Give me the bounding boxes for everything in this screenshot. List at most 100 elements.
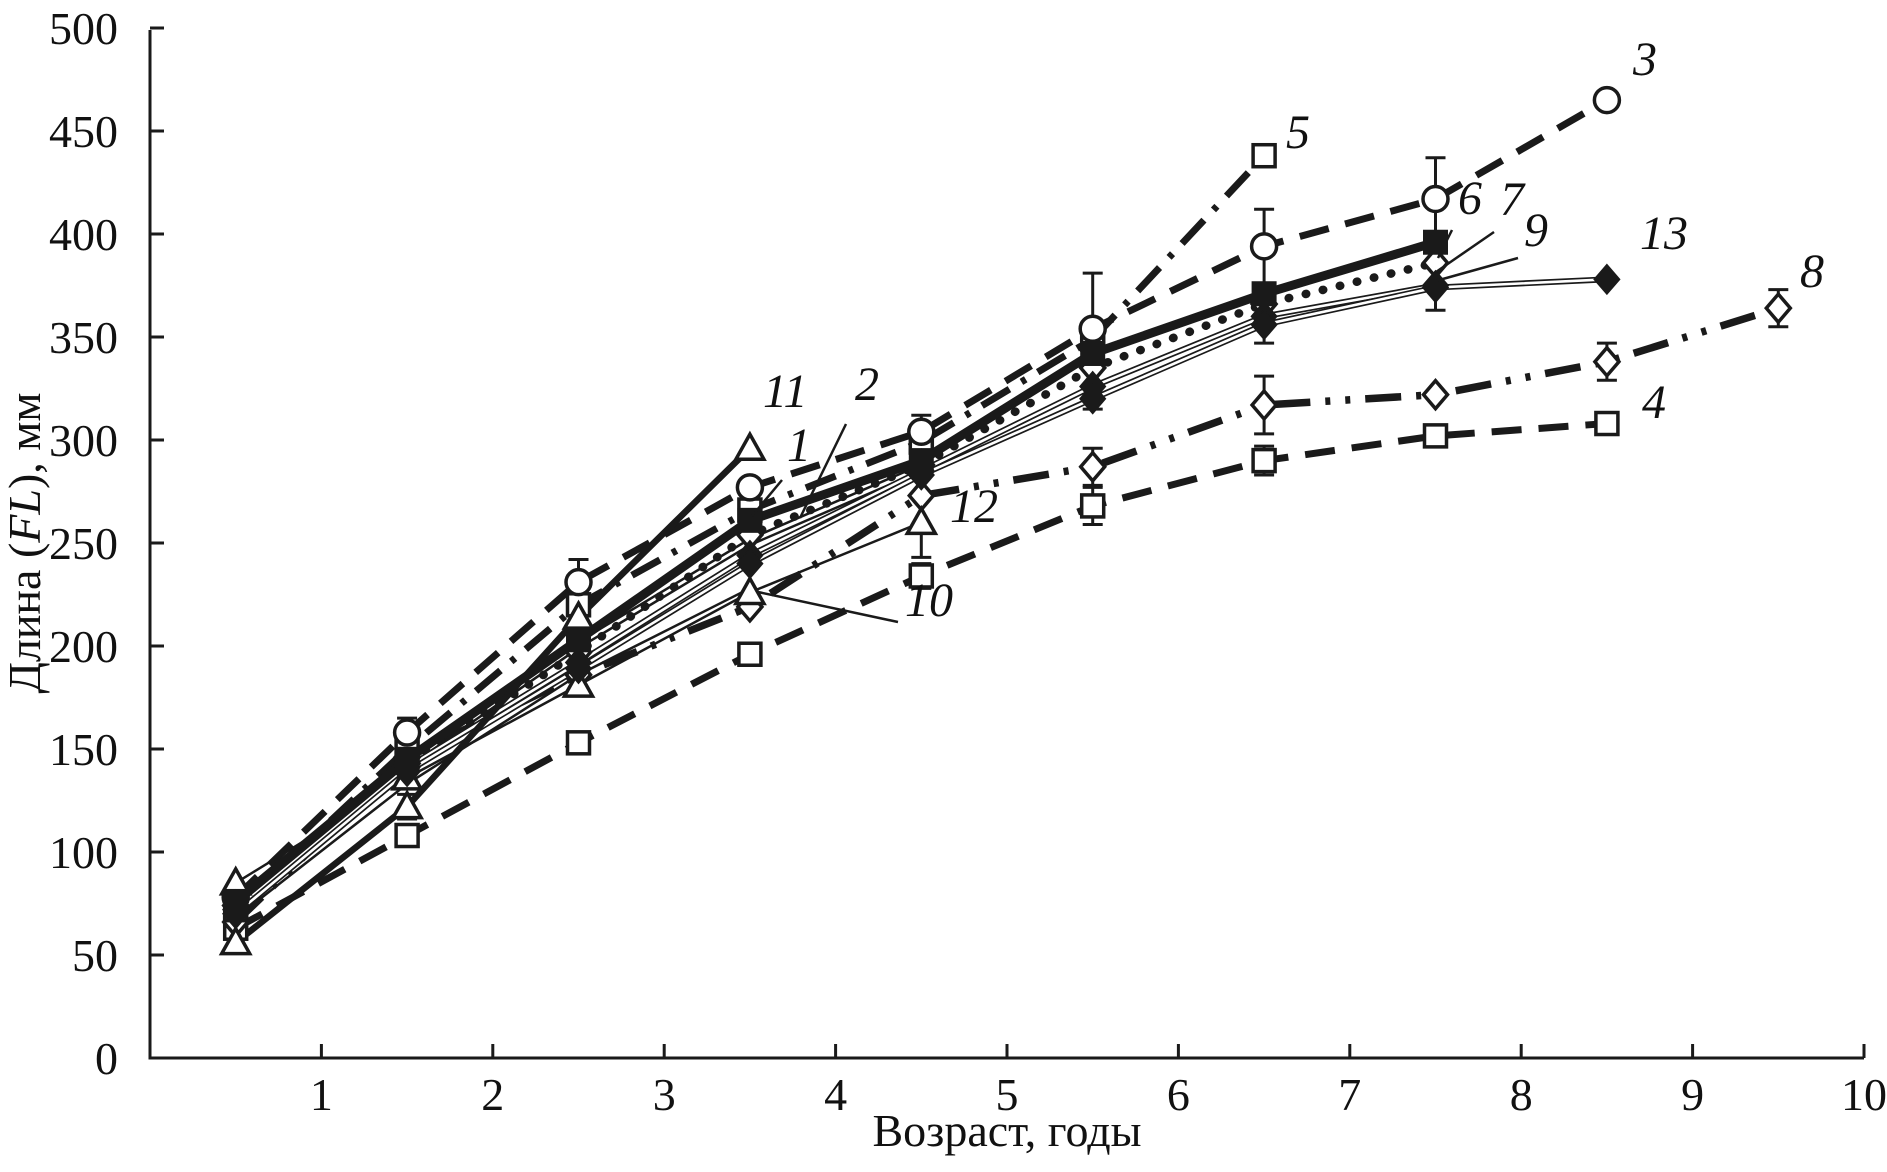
series-4-marker xyxy=(1594,410,1620,437)
series-label-9: 9 xyxy=(1524,204,1548,257)
series-11-markers xyxy=(218,430,767,956)
series-label-12: 12 xyxy=(950,480,998,533)
series-9-line-core xyxy=(234,284,1436,911)
series-4-marker xyxy=(1422,423,1449,449)
series-9-pointer xyxy=(1431,256,1519,284)
series-label-8: 8 xyxy=(1800,245,1824,298)
series-label-6: 6 xyxy=(1458,172,1482,225)
series-2-pointer xyxy=(798,423,848,519)
x-tick-label: 6 xyxy=(1167,1069,1190,1120)
series-1-pointer xyxy=(751,479,783,517)
series-8-marker xyxy=(1763,291,1793,325)
x-tick-label: 2 xyxy=(481,1069,504,1120)
series-label-13: 13 xyxy=(1640,207,1688,260)
series-label-3: 3 xyxy=(1632,33,1657,86)
series-3-marker xyxy=(735,473,765,502)
y-tick-label: 150 xyxy=(49,724,118,775)
series-11-marker xyxy=(390,789,425,820)
y-tick-label: 300 xyxy=(49,415,118,466)
series-6 xyxy=(232,237,1437,905)
series-3-marker xyxy=(1249,232,1279,261)
series-label-7: 7 xyxy=(1500,173,1526,226)
series-5-marker xyxy=(1251,142,1277,169)
series-13-marker xyxy=(1593,263,1621,296)
series-6-marker xyxy=(908,448,934,474)
series-6-marker xyxy=(737,507,763,533)
series-3-marker xyxy=(1078,314,1107,344)
series-label-2: 2 xyxy=(855,358,879,411)
series-6-markers xyxy=(223,229,1448,914)
series-13-marker xyxy=(564,652,593,685)
y-tick-label: 400 xyxy=(49,209,118,260)
series-9 xyxy=(233,282,1437,912)
x-tick-label: 8 xyxy=(1510,1069,1533,1120)
y-tick-label: 50 xyxy=(72,930,118,981)
series-12-marker xyxy=(904,504,939,536)
series-8-marker xyxy=(1421,377,1450,412)
y-tick-label: 100 xyxy=(49,827,118,878)
series-8-marker xyxy=(1592,345,1622,379)
series-markers xyxy=(218,85,1793,956)
series-labels: 4 8 5 3 10 12 12 79 13 6 11 xyxy=(751,33,1824,627)
series-11-line xyxy=(233,445,753,946)
series-13-marker xyxy=(1079,383,1107,415)
series-label-10: 10 xyxy=(905,574,953,627)
series-6-marker xyxy=(223,888,249,914)
series-8-line xyxy=(233,304,1780,925)
series-3-marker xyxy=(564,567,593,597)
y-tick-label: 500 xyxy=(49,3,118,54)
y-tick-label: 350 xyxy=(49,312,118,363)
y-tick-label: 200 xyxy=(49,621,118,672)
series-13-marker xyxy=(1421,271,1450,304)
series-11-marker xyxy=(561,599,596,630)
series-12-markers xyxy=(218,504,939,896)
error-bars xyxy=(225,156,1789,941)
series-label-4: 4 xyxy=(1642,376,1666,429)
series-3-marker xyxy=(1421,184,1450,214)
series-10-pointer xyxy=(757,590,899,624)
series-8-marker xyxy=(1249,388,1279,422)
x-tick-label: 3 xyxy=(653,1069,676,1120)
x-tick-label: 4 xyxy=(824,1069,847,1120)
series-label-5: 5 xyxy=(1286,106,1310,159)
series-6-marker xyxy=(1251,281,1277,307)
y-axis-title: Длина (FL), мм xyxy=(0,392,50,693)
series-10 xyxy=(234,587,751,919)
series-8 xyxy=(233,304,1780,925)
series-6-pointer xyxy=(1436,229,1454,259)
series-6-marker xyxy=(566,627,591,653)
series-4-marker xyxy=(1079,493,1106,519)
y-tick-label: 250 xyxy=(49,518,118,569)
x-tick-label: 1 xyxy=(310,1069,333,1120)
series-3-marker xyxy=(1592,85,1622,115)
series-3-markers xyxy=(221,85,1622,912)
series-7 xyxy=(231,258,1440,910)
series-6-line xyxy=(232,237,1437,905)
y-tick-label: 450 xyxy=(49,106,118,157)
series-7-line xyxy=(231,258,1440,910)
series-6-marker xyxy=(1080,340,1106,366)
series-4-marker xyxy=(737,641,763,667)
series-4-marker xyxy=(565,730,592,756)
series-13-marker xyxy=(1250,308,1278,341)
series-8-marker xyxy=(1078,450,1108,484)
series-3-marker xyxy=(392,718,422,747)
series-4-marker xyxy=(908,563,935,589)
x-axis-title: Возраст, годы xyxy=(872,1105,1141,1156)
x-tick-label: 7 xyxy=(1338,1069,1361,1120)
series-11-marker xyxy=(218,925,253,956)
series-7-pointer xyxy=(1435,230,1495,274)
series-3-marker xyxy=(907,417,936,447)
series-6-marker xyxy=(1423,229,1448,255)
series-10-line xyxy=(234,587,751,919)
series-11-marker xyxy=(732,430,767,461)
series-12-marker xyxy=(732,574,767,606)
x-tick-label: 9 xyxy=(1681,1069,1704,1120)
series-label-11: 11 xyxy=(763,365,807,418)
series-label-1: 1 xyxy=(787,419,811,472)
series-4-marker xyxy=(1251,447,1277,474)
x-tick-label: 10 xyxy=(1841,1069,1887,1120)
series-4-marker xyxy=(394,822,420,849)
